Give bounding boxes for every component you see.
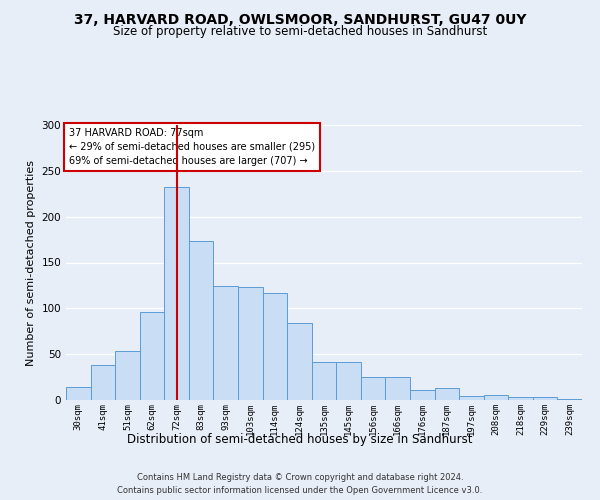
Bar xyxy=(557,399,582,400)
Text: Contains public sector information licensed under the Open Government Licence v3: Contains public sector information licen… xyxy=(118,486,482,495)
Bar xyxy=(459,396,484,400)
Bar xyxy=(189,242,214,400)
Bar xyxy=(410,390,434,400)
Bar xyxy=(66,387,91,400)
Text: Distribution of semi-detached houses by size in Sandhurst: Distribution of semi-detached houses by … xyxy=(127,432,473,446)
Bar xyxy=(484,394,508,400)
Bar xyxy=(91,365,115,400)
Bar xyxy=(434,388,459,400)
Text: 37 HARVARD ROAD: 77sqm
← 29% of semi-detached houses are smaller (295)
69% of se: 37 HARVARD ROAD: 77sqm ← 29% of semi-det… xyxy=(68,128,315,166)
Bar xyxy=(312,362,336,400)
Bar xyxy=(263,292,287,400)
Bar xyxy=(164,188,189,400)
Bar xyxy=(336,362,361,400)
Bar xyxy=(385,377,410,400)
Bar xyxy=(214,286,238,400)
Bar xyxy=(508,397,533,400)
Bar xyxy=(140,312,164,400)
Text: Contains HM Land Registry data © Crown copyright and database right 2024.: Contains HM Land Registry data © Crown c… xyxy=(137,472,463,482)
Bar xyxy=(287,323,312,400)
Text: 37, HARVARD ROAD, OWLSMOOR, SANDHURST, GU47 0UY: 37, HARVARD ROAD, OWLSMOOR, SANDHURST, G… xyxy=(74,12,526,26)
Text: Size of property relative to semi-detached houses in Sandhurst: Size of property relative to semi-detach… xyxy=(113,25,487,38)
Bar xyxy=(361,377,385,400)
Bar xyxy=(115,350,140,400)
Y-axis label: Number of semi-detached properties: Number of semi-detached properties xyxy=(26,160,36,366)
Bar xyxy=(533,397,557,400)
Bar xyxy=(238,287,263,400)
